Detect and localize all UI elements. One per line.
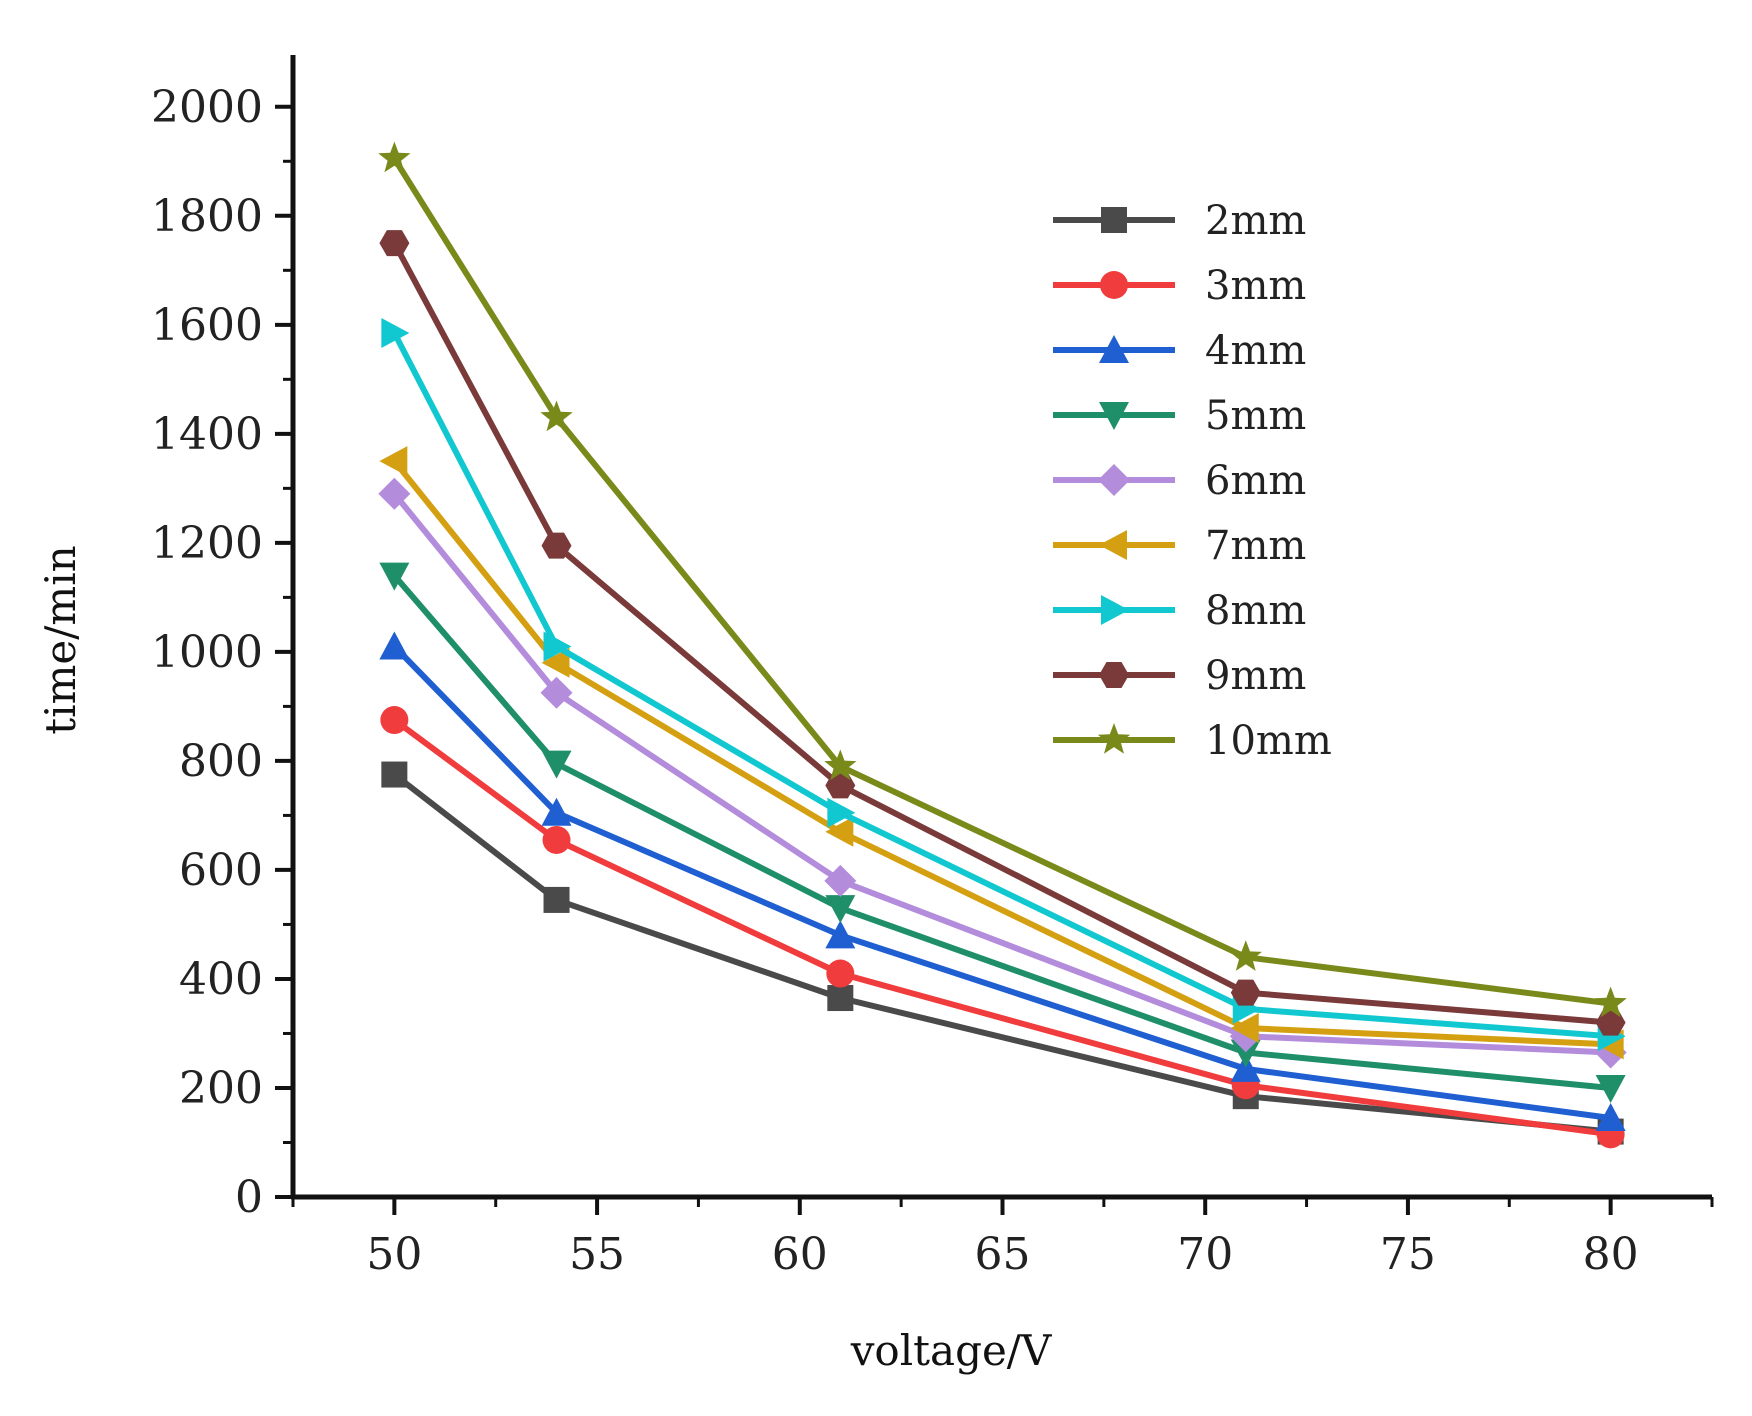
data-point — [824, 864, 857, 897]
legend-marker — [1099, 402, 1129, 430]
data-point — [379, 631, 410, 660]
x-axis-title: voltage/V — [850, 1326, 1052, 1375]
legend-marker — [1099, 530, 1127, 560]
series-3mm — [380, 706, 1625, 1149]
series-5mm — [379, 562, 1626, 1103]
series-line — [392, 459, 1611, 1048]
y-tick-label: 1000 — [151, 627, 263, 678]
data-point — [379, 446, 408, 477]
x-tick-label: 70 — [1177, 1229, 1233, 1280]
x-tick-label: 75 — [1380, 1229, 1436, 1280]
legend-marker — [1099, 662, 1129, 688]
data-point — [543, 631, 572, 662]
legend-label: 6mm — [1205, 458, 1306, 504]
data-point — [543, 886, 570, 913]
data-point — [1230, 979, 1261, 1006]
data-point — [825, 920, 856, 949]
data-point — [541, 532, 572, 559]
legend-label: 10mm — [1205, 718, 1332, 764]
x-tick-label: 65 — [975, 1229, 1031, 1280]
x-tick-label: 55 — [569, 1229, 625, 1280]
data-point — [1230, 1013, 1259, 1044]
legend-marker — [1099, 335, 1129, 363]
data-point — [381, 761, 408, 788]
legend-marker — [1101, 207, 1127, 233]
data-point — [540, 676, 573, 709]
y-tick-label: 1200 — [151, 518, 263, 569]
data-point — [1230, 1053, 1261, 1082]
legend-item: 3mm — [1053, 263, 1306, 309]
series-9mm — [379, 230, 1626, 1036]
data-point — [826, 959, 855, 988]
series-line — [392, 573, 1611, 1091]
data-point — [1594, 986, 1627, 1018]
legend-marker — [1101, 595, 1129, 625]
legend-label: 9mm — [1205, 653, 1306, 699]
series-10mm — [378, 141, 1627, 1018]
data-point — [827, 797, 856, 828]
data-point — [379, 562, 410, 591]
x-tick-label: 80 — [1583, 1229, 1639, 1280]
legend-item: 8mm — [1053, 588, 1306, 634]
legend-item: 5mm — [1053, 393, 1306, 439]
data-point — [378, 477, 411, 510]
data-point — [1230, 1039, 1261, 1068]
legend-item: 10mm — [1053, 718, 1332, 764]
legend-marker — [1098, 464, 1130, 496]
series-line — [392, 772, 1611, 1135]
y-tick-label: 2000 — [151, 82, 263, 133]
y-tick-label: 800 — [179, 736, 263, 787]
x-tick-label: 60 — [772, 1229, 828, 1280]
data-point — [380, 706, 409, 735]
y-tick-label: 400 — [179, 954, 263, 1005]
axes: 0 200 400 600 800 1000 1200 1400 1600 1800 2000 50 5… — [151, 55, 1714, 1280]
legend-marker — [1097, 723, 1131, 754]
data-point — [1595, 1102, 1626, 1131]
data-point — [541, 750, 572, 779]
legend-item: 4mm — [1053, 328, 1306, 374]
data-point — [378, 141, 411, 173]
data-point — [824, 749, 857, 781]
legend: 2mm 3mm 4mm 5mm 6mm 7mm 8mm 9mm 10mm — [1053, 198, 1332, 764]
data-point — [825, 816, 854, 847]
x-tick-label: 50 — [366, 1229, 422, 1280]
data-point — [825, 895, 856, 924]
data-point — [542, 825, 571, 854]
data-point — [541, 647, 570, 678]
legend-label: 4mm — [1205, 328, 1306, 374]
legend-label: 8mm — [1205, 588, 1306, 634]
legend-item: 2mm — [1053, 198, 1306, 244]
legend-item: 7mm — [1053, 523, 1306, 569]
legend-item: 9mm — [1053, 653, 1306, 699]
y-tick-label: 1800 — [151, 191, 263, 242]
data-point — [541, 797, 572, 826]
legend-label: 2mm — [1205, 198, 1306, 244]
data-point — [1595, 1009, 1626, 1036]
data-point — [825, 772, 856, 799]
data-point — [1595, 1074, 1626, 1103]
series-line — [391, 157, 1611, 1007]
data-point — [379, 230, 410, 257]
y-tick-label: 1400 — [151, 409, 263, 460]
legend-label: 3mm — [1205, 263, 1306, 309]
y-tick-label: 600 — [179, 845, 263, 896]
legend-label: 7mm — [1205, 523, 1306, 569]
data-point — [540, 400, 573, 432]
data-point — [827, 985, 854, 1012]
series-4mm — [379, 631, 1626, 1131]
y-tick-label: 200 — [179, 1063, 263, 1114]
legend-label: 5mm — [1205, 393, 1306, 439]
data-point — [381, 318, 410, 349]
legend-item: 6mm — [1053, 458, 1306, 504]
data-point — [1229, 940, 1262, 971]
y-axis-title: time/min — [36, 545, 85, 734]
y-tick-label: 0 — [235, 1172, 263, 1223]
legend-marker — [1100, 271, 1128, 299]
series-layer — [378, 141, 1627, 1149]
y-tick-label: 1600 — [151, 300, 263, 351]
